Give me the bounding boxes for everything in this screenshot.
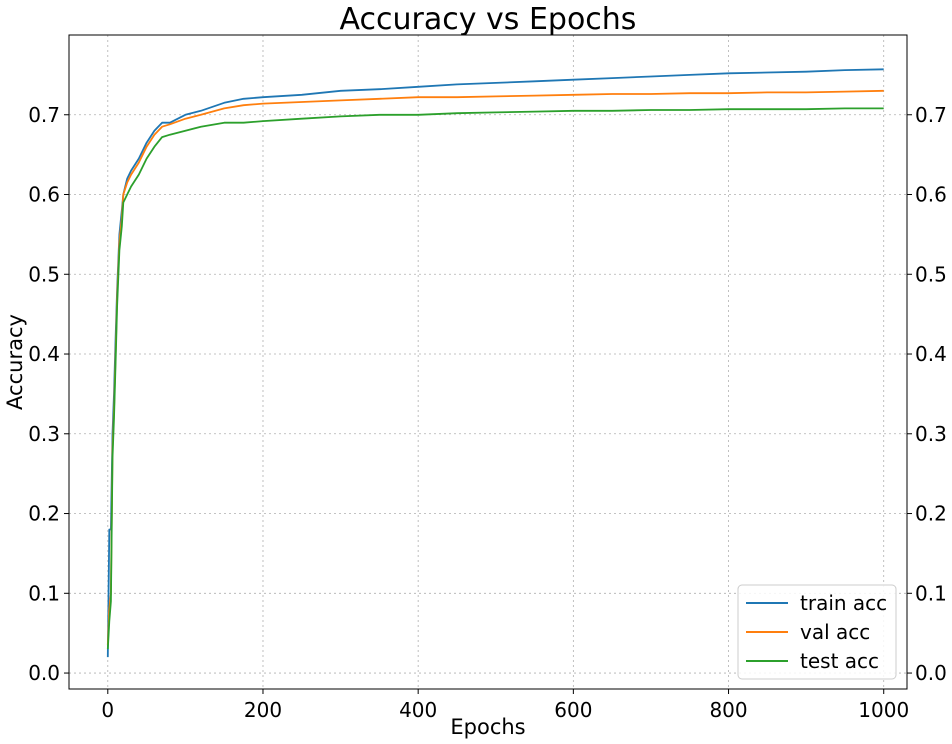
right-y-tick-label: 0.7 [915,103,947,127]
right-y-tick-label: 0.4 [915,342,947,366]
x-tick-label: 200 [244,698,282,722]
x-tick-label: 0 [101,698,114,722]
legend-box [737,584,897,680]
y-axis-title: Accuracy [3,314,27,410]
legend-label: train acc [800,591,887,615]
y-tick-label: 0.5 [28,262,60,286]
legend: train acc val acc test acc [737,584,897,680]
plot-frame [68,34,908,690]
y-tick-label: 0.3 [28,422,60,446]
right-y-tick-label: 0.6 [915,183,947,207]
right-y-tick-label: 0.2 [915,502,947,526]
y-tick-label: 0.2 [28,502,60,526]
right-y-tick-label: 0.3 [915,422,947,446]
grid [69,35,907,689]
y-tick-label: 0.4 [28,342,60,366]
legend-label: val acc [800,620,870,644]
y-tick-label: 0.1 [28,581,60,605]
legend-label: test acc [800,649,879,673]
x-tick-label: 600 [554,698,592,722]
right-y-tick-label: 0.0 [915,661,947,685]
right-y-tick-label: 0.5 [915,262,947,286]
y-tick-label: 0.7 [28,103,60,127]
x-tick-label: 400 [399,698,437,722]
right-y-tick-label: 0.1 [915,581,947,605]
series-line-test-acc [106,107,884,650]
x-axis-title: Epochs [450,715,525,739]
x-tick-label: 800 [709,698,747,722]
series-lines [106,68,884,658]
y-tick-label: 0.6 [28,183,60,207]
y-tick-label: 0.0 [28,661,60,685]
chart-title: Accuracy vs Epochs [340,2,637,37]
x-tick-label: 1000 [858,698,909,722]
